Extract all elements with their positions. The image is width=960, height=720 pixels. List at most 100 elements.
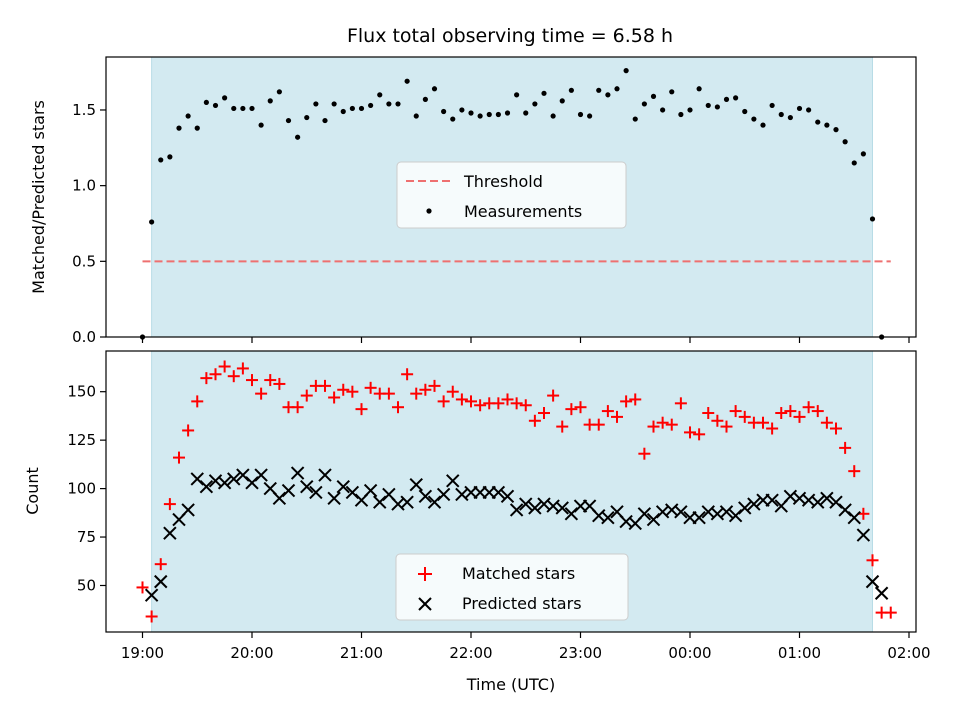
measurement-point <box>532 101 538 107</box>
predicted-star-point <box>409 478 423 492</box>
measurement-point <box>851 160 857 166</box>
predicted-star-point <box>281 483 296 498</box>
measurement-point <box>368 102 374 109</box>
bottom-panel: 50 75 100 125 150 19:00 20:00 21:00 22:00 23:00 0… <box>23 350 931 694</box>
matched-star-point <box>519 399 532 412</box>
predicted-star-point <box>491 485 506 500</box>
measurement-point <box>158 157 164 163</box>
matched-star-point <box>766 422 779 435</box>
matched-star-point <box>173 451 185 464</box>
matched-star-point <box>538 407 550 420</box>
measurement-point <box>477 113 483 119</box>
predicted-star-point <box>336 479 350 494</box>
measurement-point <box>340 108 346 115</box>
matched-star-point <box>382 387 395 400</box>
predicted-star-point <box>719 505 734 519</box>
measurement-point <box>377 92 383 98</box>
measurement-point <box>596 87 602 93</box>
predicted-star-point <box>765 493 779 507</box>
measurement-point <box>386 101 392 107</box>
matched-star-point <box>273 377 286 390</box>
legend-threshold-label: Threshold <box>463 172 543 191</box>
measurement-point <box>660 107 666 113</box>
matched-star-point <box>784 405 797 418</box>
matched-star-point <box>601 405 614 418</box>
measurement-point <box>577 111 584 118</box>
measurement-point <box>249 105 255 112</box>
measurement-point <box>495 111 501 118</box>
measurement-point <box>313 101 319 107</box>
measurement-point <box>842 139 848 145</box>
bottom-axes-frame <box>105 350 917 633</box>
top-legend: Threshold Measurements <box>396 161 627 229</box>
matched-star-point <box>227 370 240 383</box>
measurement-point <box>523 110 529 116</box>
x-tick-label: 21:00 <box>340 644 383 662</box>
measurement-point <box>422 96 428 102</box>
matched-star-point <box>693 428 706 441</box>
predicted-star-point <box>865 574 880 589</box>
matched-star-point <box>565 403 578 416</box>
matched-star-point <box>401 368 414 381</box>
matched-star-point <box>638 447 651 460</box>
measurement-point <box>331 101 337 107</box>
measurement-point <box>650 93 657 99</box>
predicted-star-point <box>217 476 232 490</box>
bottom-x-ticks: 19:00 20:00 21:00 22:00 23:00 00:00 01:00 02:00 <box>121 632 931 662</box>
measurement-point <box>687 107 693 113</box>
predicted-star-point <box>446 474 460 488</box>
matched-star-point <box>674 397 687 410</box>
measurement-point <box>468 110 474 116</box>
measurement-point <box>787 114 793 121</box>
measurement-point <box>413 113 419 119</box>
matched-star-point <box>720 420 733 433</box>
matched-star-point <box>757 416 769 429</box>
bottom-y-tick-label: 50 <box>77 576 96 594</box>
predicted-star-point <box>528 501 542 515</box>
predicted-star-point <box>874 586 889 600</box>
top-axes-frame <box>105 56 917 338</box>
matched-star-point <box>255 387 268 400</box>
matched-star-point <box>811 405 824 418</box>
measurement-point <box>806 107 812 113</box>
top-y-tick-label: 0.0 <box>72 328 96 346</box>
predicted-star-point <box>300 479 314 494</box>
x-tick-label: 22:00 <box>449 644 492 662</box>
measurement-point <box>304 114 310 121</box>
measurement-point <box>203 99 209 106</box>
top-y-tick-label: 0.5 <box>72 252 96 270</box>
legend-predicted-swatch <box>418 597 432 611</box>
predicted-star-point <box>811 495 825 509</box>
measurement-point <box>149 219 155 225</box>
matched-star-point <box>191 395 204 408</box>
top-y-tick-label: 1.5 <box>72 101 96 119</box>
measurement-point <box>358 105 365 112</box>
measurement-point <box>258 122 264 128</box>
matched-star-point <box>428 379 441 392</box>
bottom-y-tick-label: 125 <box>67 431 96 449</box>
measurement-point <box>796 105 803 112</box>
matched-star-point <box>729 405 742 418</box>
measurement-point <box>212 102 219 109</box>
matched-star-point <box>884 606 897 619</box>
measurement-point <box>514 92 520 98</box>
measurement-point <box>486 111 492 118</box>
legend-matched-swatch <box>418 567 432 581</box>
matched-star-point <box>848 465 861 478</box>
measurement-point <box>696 86 702 92</box>
matched-star-point <box>574 401 587 414</box>
predicted-star-points <box>144 466 889 602</box>
top-y-tick-label: 1.0 <box>72 177 96 195</box>
measurement-point <box>541 90 547 96</box>
top-y-axis-label: Matched/Predicted stars <box>29 100 48 294</box>
matched-star-point <box>337 383 350 396</box>
predicted-star-point <box>181 503 195 517</box>
measurement-point <box>185 113 191 119</box>
measurement-point <box>267 98 273 104</box>
measurement-point <box>395 101 401 107</box>
measurement-point <box>222 95 228 101</box>
legend-matched-label: Matched stars <box>462 564 575 583</box>
measurement-point <box>587 113 593 119</box>
predicted-star-point <box>309 485 323 500</box>
legend-measurements-label: Measurements <box>464 202 582 221</box>
